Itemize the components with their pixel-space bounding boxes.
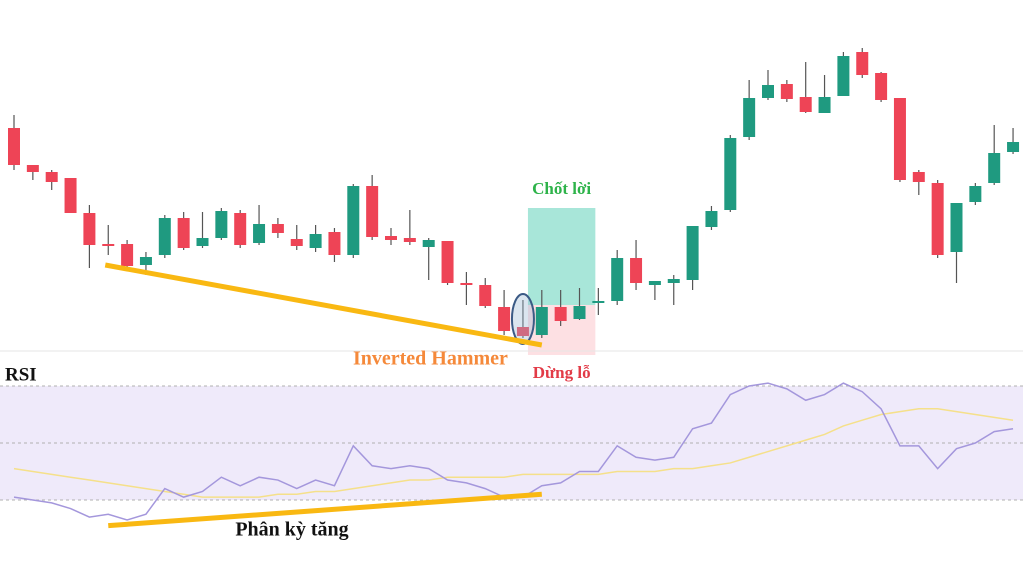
candle-body (309, 234, 322, 248)
candle-body (648, 281, 661, 285)
candle-body (366, 186, 379, 237)
candle-body (177, 218, 190, 248)
candle-body (290, 239, 303, 246)
candle-body (969, 186, 982, 202)
candle-body (45, 172, 58, 182)
candle-body (328, 232, 341, 255)
candle-body (667, 279, 680, 283)
candle-body (912, 172, 925, 182)
trendline (104, 262, 543, 348)
candle-body (139, 257, 152, 265)
candle-body (988, 153, 1001, 183)
highlight-label: Inverted Hammer (353, 348, 508, 370)
candle-body (102, 244, 115, 246)
candle-body (121, 244, 134, 266)
candle-body (743, 98, 756, 137)
candle-body (893, 98, 906, 180)
candle-body (856, 52, 869, 75)
candle-body (573, 306, 586, 319)
stop-loss-label: Dừng lỗ (533, 363, 591, 382)
candle-body (799, 97, 812, 112)
candle-body (554, 307, 567, 321)
candle-body (630, 258, 643, 283)
candle-body (215, 211, 228, 238)
candle-body (780, 84, 793, 99)
candle-body (403, 238, 416, 242)
candle-body (535, 307, 548, 335)
candle-body (441, 241, 454, 283)
candle-body (705, 211, 718, 227)
candle-body (347, 186, 360, 255)
candle-body (875, 73, 888, 100)
candle-body (422, 240, 435, 247)
candle-body (460, 283, 473, 285)
divergence-label: Phân kỳ tăng (235, 519, 348, 541)
take-profit-zone (527, 208, 596, 305)
candle-body (196, 238, 209, 246)
candle-body (234, 213, 247, 245)
candle-body (837, 56, 850, 96)
trendline (108, 491, 542, 529)
candle-body (64, 178, 77, 213)
candle-body (611, 258, 624, 301)
candle-body (479, 285, 492, 306)
candle-body (271, 224, 284, 233)
candle-body (950, 203, 963, 252)
candle-body (592, 301, 605, 303)
candle-body (516, 327, 529, 336)
candle-body (385, 236, 397, 240)
candle-body (724, 138, 737, 210)
candle-body (83, 213, 96, 245)
rsi-line (13, 408, 1014, 498)
take-profit-label: Chốt lời (532, 179, 591, 198)
candle-body (1007, 142, 1020, 152)
candle-body (158, 218, 171, 255)
candle-body (686, 226, 699, 280)
rsi-title: RSI (5, 364, 37, 385)
candle-body (498, 307, 511, 331)
candle-body (8, 128, 20, 165)
candle-body (26, 165, 39, 172)
candle-body (931, 183, 944, 255)
highlight-ellipse (510, 293, 535, 345)
candle-body (253, 224, 266, 243)
candle-body (762, 85, 774, 98)
candle-body (818, 97, 831, 113)
